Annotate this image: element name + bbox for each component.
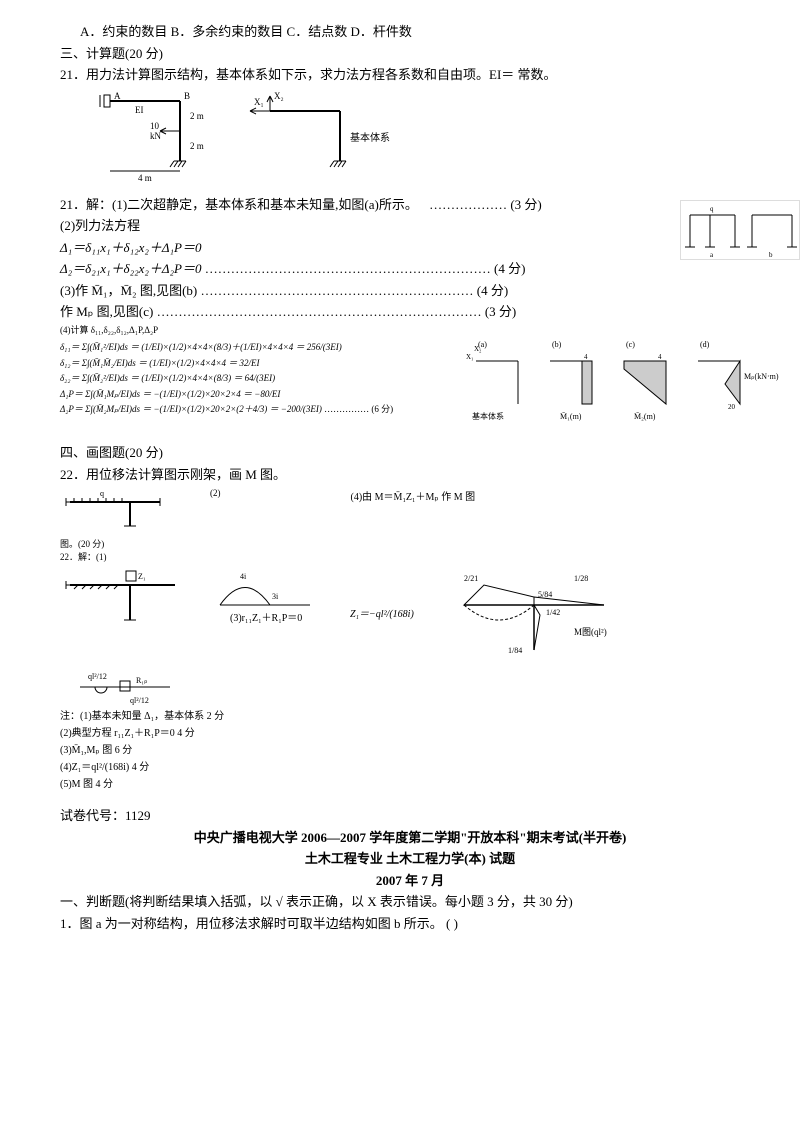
svg-text:3i: 3i (272, 592, 279, 601)
eq-d22: δ₂₂＝ Σ∫(M̄₂²/EI)ds ＝ (1/EI)×(1/2)×4×4×(8… (60, 372, 450, 386)
svg-text:10: 10 (150, 121, 160, 131)
note2: (2)典型方程 r₁₁Z₁＋R₁P＝0 4 分 (60, 726, 760, 741)
q22-row2: Z₁ 4i 3i (3)r₁₁Z₁＋R₁P＝0 Z₁＝−ql²/(168i) 2… (60, 565, 760, 665)
q22-r1p-diagram: ql²/12 R₁ₚ ql²/12 (60, 667, 200, 707)
section3-heading: 三、计算题(20 分) (60, 44, 760, 64)
sol21-l4: 作 Mₚ 图,见图(c) ………………………………………………………………… (… (60, 302, 760, 322)
q21-figures: A B EI 10 kN 2 m 2 m 4 m X₁ X₂ 基本体系 (90, 91, 760, 181)
q22-row1: q 图。(20 分) 22．解：(1) (2) (4)由 M＝M̄₁Z₁＋Mₚ … (60, 488, 760, 563)
svg-text:基本体系: 基本体系 (350, 131, 390, 144)
svg-text:Mₚ(kN·m): Mₚ(kN·m) (744, 372, 779, 381)
svg-text:(c): (c) (626, 340, 635, 349)
svg-text:ql²/12: ql²/12 (88, 672, 107, 681)
svg-text:M图(ql²): M图(ql²) (574, 627, 607, 637)
sol21-l5: (4)计算 δ₁₁,δ₂₂,δ₁₂,Δ₁P,Δ₂P (60, 324, 760, 338)
svg-text:X₁: X₁ (466, 353, 474, 361)
svg-text:M̄₁(m): M̄₁(m) (560, 412, 582, 421)
note3: (3)M̄₁,Mₚ 图 6 分 (60, 743, 760, 758)
q22-r11-diagram: 4i 3i (3)r₁₁Z₁＋R₁P＝0 (200, 565, 330, 635)
q22-structure-diagram: q (60, 488, 170, 533)
q22-sol-label: 22．解：(1) (60, 550, 170, 563)
exam-title3: 2007 年 7 月 (60, 871, 760, 891)
eq-d11: δ₁₁＝ Σ∫(M̄₁²/EI)ds ＝ (1/EI)×(1/2)×4×4×(8… (60, 341, 450, 355)
svg-text:X₁: X₁ (254, 97, 264, 107)
svg-text:M̄₂(m): M̄₂(m) (634, 412, 656, 421)
note4: (4)Z₁＝ql²/(168i) 4 分 (60, 760, 760, 775)
q22-sub2: (2) (210, 488, 221, 498)
svg-text:4i: 4i (240, 572, 247, 581)
q21-text: 21．用力法计算图示结构，基本体系如下示，求力法方程各系数和自由项。EI＝ 常数… (60, 65, 760, 85)
sol21-l3: (3)作 M̄₁，M̄₂ 图,见图(b) …………………………………………………… (60, 281, 760, 301)
note1: 注：(1)基本未知量 Δ₁，基本体系 2 分 (60, 709, 760, 724)
sol21-l1: 21．解：(1)二次超静定，基本体系和基本未知量,如图(a)所示。 ………………… (60, 195, 760, 215)
sol21-equations-and-figs: δ₁₁＝ Σ∫(M̄₁²/EI)ds ＝ (1/EI)×(1/2)×4×4×(8… (60, 339, 760, 429)
svg-text:4: 4 (584, 353, 588, 361)
svg-text:20: 20 (728, 403, 736, 411)
svg-text:5/84: 5/84 (538, 590, 552, 599)
q22-row3: ql²/12 R₁ₚ ql²/12 (60, 667, 760, 707)
svg-text:4: 4 (658, 353, 662, 361)
exam-q1: 1．图 a 为一对称结构，用位移法求解时可取半边结构如图 b 所示。 ( ) (60, 914, 760, 934)
svg-text:1/84: 1/84 (508, 646, 522, 655)
q22-m-diagram: 2/21 1/28 5/84 1/42 1/84 M图(ql²) (434, 565, 634, 665)
svg-text:X₂: X₂ (474, 345, 482, 353)
sol21-l2: (2)列力法方程 (60, 216, 760, 236)
svg-text:X₂: X₂ (274, 91, 284, 101)
svg-text:2/21: 2/21 (464, 574, 478, 583)
svg-text:A: A (114, 91, 121, 101)
svg-text:B: B (184, 91, 190, 101)
sol21-score1: (3 分) (510, 197, 541, 212)
eq-d12: δ₁₂＝ Σ∫(M̄₁M̄₂/EI)ds ＝ (1/EI)×(1/2)×4×4×… (60, 357, 450, 371)
side-figure-frames: q a b (680, 200, 800, 260)
svg-text:EI: EI (135, 105, 144, 115)
svg-text:q: q (710, 205, 714, 213)
exam-sec1: 一、判断题(将判断结果填入括弧，以 √ 表示正确，以 X 表示错误。每小题 3 … (60, 892, 760, 912)
eq-d1p: Δ₁P＝ Σ∫(M̄₁Mₚ/EI)ds ＝ −(1/EI)×(1/2)×20×2… (60, 388, 450, 402)
svg-text:1/42: 1/42 (546, 608, 560, 617)
eq-d2p: Δ₂P＝ Σ∫(M̄₂Mₚ/EI)ds ＝ −(1/EI)×(1/2)×20×2… (60, 403, 450, 417)
svg-text:R₁ₚ: R₁ₚ (136, 676, 148, 685)
svg-text:2 m: 2 m (190, 111, 204, 121)
svg-text:Z₁: Z₁ (138, 572, 146, 581)
sol21-eq1: Δ₁＝δ₁₁x₁＋δ₁₂x₂＋Δ₁P＝0 (60, 238, 760, 258)
q22-z1-diagram: Z₁ (60, 565, 190, 635)
q20-options: A．约束的数目 B．多余约束的数目 C．结点数 D．杆件数 (60, 22, 760, 42)
svg-text:(b): (b) (552, 340, 562, 349)
sol21-eq2: Δ₂＝δ₂₁x₁＋δ₂₂x₂＋Δ₂P＝0 …………………………………………………… (60, 259, 760, 279)
note5: (5)M 图 4 分 (60, 777, 760, 792)
svg-text:基本体系: 基本体系 (472, 411, 504, 421)
svg-text:1/28: 1/28 (574, 574, 588, 583)
q22-text: 22．用位移法计算图示刚架，画 M 图。 (60, 465, 760, 485)
svg-text:b: b (769, 251, 773, 259)
section4-heading: 四、画图题(20 分) (60, 443, 760, 463)
sol21-subfigs: (a) X₁ X₂ 基本体系 (b) 4 M̄₁(m) (c) 4 M̄₂(m)… (460, 339, 760, 429)
exam-title1: 中央广播电视大学 2006―2007 学年度第二学期"开放本科"期末考试(半开卷… (60, 828, 760, 848)
svg-text:(d): (d) (700, 340, 710, 349)
q22-sub4: (4)由 M＝M̄₁Z₁＋Mₚ 作 M 图 (351, 488, 476, 503)
svg-text:q: q (100, 489, 104, 498)
svg-text:ql²/12: ql²/12 (130, 696, 149, 705)
svg-text:a: a (710, 251, 714, 259)
svg-text:2 m: 2 m (190, 141, 204, 151)
exam-code: 试卷代号：1129 (60, 806, 760, 826)
q21-structure-diagram: A B EI 10 kN 2 m 2 m 4 m (90, 91, 230, 181)
q22-fig-label: 图。(20 分) (60, 537, 170, 550)
q22-eqZ: Z₁＝−ql²/(168i) (350, 605, 414, 620)
svg-text:kN: kN (150, 131, 162, 141)
svg-text:(3)r₁₁Z₁＋R₁P＝0: (3)r₁₁Z₁＋R₁P＝0 (230, 613, 302, 624)
svg-text:4 m: 4 m (138, 173, 152, 183)
q21-basic-system-diagram: X₁ X₂ 基本体系 (240, 91, 400, 181)
exam-title2: 土木工程专业 土木工程力学(本) 试题 (60, 849, 760, 869)
